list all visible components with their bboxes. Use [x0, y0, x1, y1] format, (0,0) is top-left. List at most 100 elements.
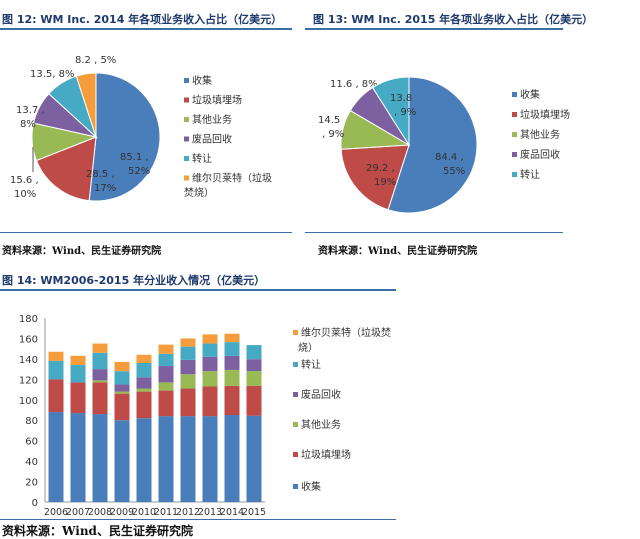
- bar-segment: [92, 369, 108, 381]
- x-tick-label: 2007: [66, 507, 90, 518]
- data-label: 8.2 , 5%: [75, 55, 116, 66]
- legend-label: 其他业务: [301, 418, 341, 431]
- legend-swatch: [184, 136, 189, 142]
- data-label: 11.6 , 8%: [330, 79, 378, 90]
- bar-segment: [136, 354, 152, 363]
- legend-swatch: [184, 156, 189, 161]
- legend-label: 转让: [301, 358, 321, 371]
- pie-charts: 85.1 , 52% 28.5 , 17% 15.6 , 10% 13.7 , 8% 13.5,…: [10, 55, 570, 214]
- x-tick-label: 2011: [154, 507, 178, 518]
- data-label: 13.5, 8%: [30, 69, 75, 80]
- legend-swatch: [293, 484, 298, 489]
- bar-segment: [202, 343, 218, 357]
- legend-swatch: [293, 452, 298, 457]
- legend-label: 收集: [301, 480, 321, 493]
- y-tick-label: 140: [19, 355, 38, 366]
- x-tick-label: 2013: [198, 507, 222, 518]
- bar-segment: [136, 377, 152, 389]
- data-label: , 9%: [322, 129, 344, 140]
- bar-segment: [70, 365, 86, 383]
- bar-segment: [70, 382, 86, 414]
- bar-segment: [70, 355, 86, 366]
- bar-segment: [202, 416, 218, 502]
- legend-label: 焚烧）: [184, 186, 214, 199]
- bar-segment: [158, 366, 174, 383]
- x-tick-label: 2006: [44, 507, 68, 518]
- data-label: 13.7 ,: [16, 105, 45, 116]
- x-tick-label: 2015: [242, 507, 266, 518]
- legend-swatch: [184, 175, 189, 181]
- y-tick-label: 0: [32, 498, 38, 509]
- x-tick-label: 2010: [132, 507, 156, 518]
- pie-slice: [340, 144, 410, 211]
- bar-segment: [48, 412, 64, 502]
- bar-segment: [224, 369, 240, 386]
- legend-swatch: [184, 78, 189, 83]
- legend-label: 其他业务: [520, 128, 560, 141]
- bar-segment: [92, 414, 108, 502]
- legend-swatch: [512, 152, 517, 157]
- bar-segment: [114, 391, 130, 394]
- y-tick-label: 20: [25, 478, 38, 489]
- bar-segment: [114, 384, 130, 392]
- y-tick-label: 120: [19, 375, 38, 386]
- data-label: 84.4 ,: [435, 152, 464, 163]
- x-tick-label: 2009: [110, 507, 134, 518]
- x-tick-label: 2014: [220, 507, 244, 518]
- bar-segment: [158, 344, 174, 354]
- bar-segment: [180, 388, 196, 417]
- data-label: 10%: [14, 189, 36, 200]
- stacked-bar-chart: 0 20 40 60 80 100 120 140 160 180 2006200720082009…: [19, 314, 391, 518]
- legend-label: 维尔贝莱特（垃圾: [192, 172, 272, 185]
- bar-segment: [48, 351, 64, 361]
- legend-swatch: [293, 392, 298, 397]
- bar-segment: [224, 355, 240, 370]
- bar-segment: [180, 416, 196, 502]
- y-tick-label: 80: [25, 416, 38, 427]
- bar-segment: [70, 413, 86, 502]
- legend-swatch: [184, 97, 189, 103]
- legend-swatch: [512, 172, 517, 177]
- bar-segment: [136, 418, 152, 502]
- bar-segment: [224, 415, 240, 502]
- legend-swatch: [512, 112, 517, 117]
- x-tick-label: 2012: [176, 507, 200, 518]
- bottom-rule: [0, 232, 292, 233]
- legend-label: 转让: [192, 152, 212, 165]
- title-rule: [305, 28, 563, 30]
- data-label: 28.5 ,: [86, 169, 115, 180]
- bar-segment: [202, 371, 218, 387]
- data-label: 15.6 ,: [10, 175, 39, 186]
- bar-segment: [114, 393, 130, 421]
- bar-segment: [202, 356, 218, 372]
- source-note: 资料来源：Wind、民生证券研究院: [318, 246, 478, 257]
- data-label: 55%: [443, 166, 465, 177]
- legend-label: 其他业务: [192, 113, 232, 126]
- data-label: 19%: [374, 177, 396, 188]
- x-tick-label: 2008: [88, 507, 112, 518]
- bar-segment: [114, 371, 130, 385]
- bar-segment: [202, 334, 218, 344]
- figure-13-title: 图 13: WM Inc. 2015 年各项业务收入占比（亿美元）: [313, 13, 594, 26]
- pie-slice: [35, 136, 97, 202]
- legend-label: 垃圾填埋场: [192, 94, 242, 107]
- y-tick-label: 60: [25, 437, 38, 448]
- legend-label: 烧）: [298, 341, 318, 354]
- source-note: 资料来源：Wind、民生证券研究院: [2, 246, 162, 257]
- y-tick-label: 160: [19, 334, 38, 345]
- figure-12-title: 图 12: WM Inc. 2014 年各项业务收入占比（亿美元）: [2, 13, 283, 26]
- bar-segment: [48, 379, 64, 413]
- legend-swatch: [512, 132, 517, 137]
- bar-segment: [92, 382, 108, 415]
- bar-segment: [114, 361, 130, 372]
- bottom-rule: [0, 519, 396, 520]
- pie-slice: [387, 76, 478, 214]
- data-label: 14.5: [318, 115, 340, 126]
- bar-segment: [92, 343, 108, 353]
- bar-segment: [136, 388, 152, 392]
- legend-label: 废品回收: [301, 388, 341, 401]
- y-tick-label: 180: [19, 314, 38, 325]
- bar-segment: [180, 359, 196, 375]
- bar-segment: [158, 353, 174, 367]
- bar-segment: [48, 360, 64, 380]
